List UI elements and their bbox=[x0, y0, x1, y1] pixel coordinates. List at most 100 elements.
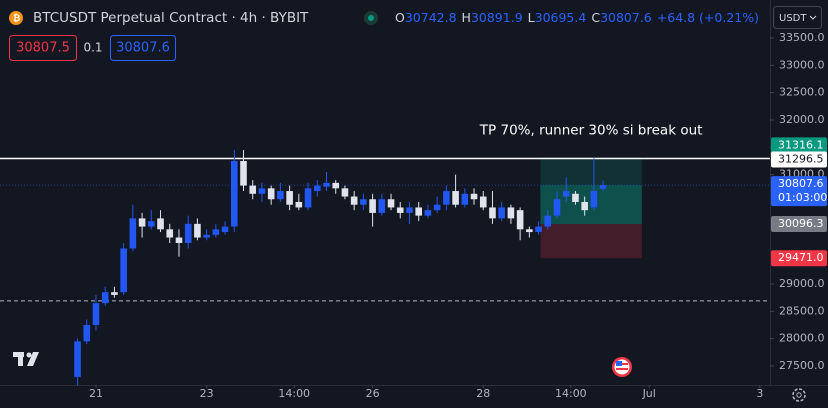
order-quantity[interactable]: 0.1 bbox=[83, 41, 102, 55]
candle-body bbox=[304, 188, 312, 208]
sell-button[interactable] bbox=[9, 35, 77, 61]
candle-body bbox=[221, 226, 229, 233]
candle-body bbox=[387, 199, 395, 208]
ohlc-letter: H bbox=[462, 10, 471, 25]
candle-body bbox=[581, 201, 588, 211]
y-tick-label: 28500.0 bbox=[779, 304, 825, 317]
currency-select[interactable] bbox=[773, 6, 822, 29]
candle-body bbox=[258, 188, 266, 194]
candle-body bbox=[92, 303, 100, 325]
currency-label[interactable]: USDT bbox=[779, 13, 807, 24]
last-price-tag: 30807.6 bbox=[778, 177, 824, 190]
candle-body bbox=[101, 292, 109, 304]
flag-stripe bbox=[616, 368, 628, 370]
entry-tag-bg bbox=[771, 216, 827, 233]
buy-button[interactable] bbox=[110, 35, 176, 61]
candle-body bbox=[249, 185, 257, 194]
gear-hub bbox=[796, 392, 802, 398]
candle-body bbox=[590, 191, 598, 208]
ohlc-value: 30891.9 bbox=[471, 10, 523, 25]
candle-body bbox=[267, 188, 275, 200]
x-tick-label: 26 bbox=[366, 387, 380, 400]
bid-price[interactable]: 30807.5 bbox=[16, 41, 70, 56]
candle-body bbox=[83, 324, 91, 342]
candle-body bbox=[461, 193, 469, 205]
candle-body bbox=[378, 199, 386, 213]
candle-body bbox=[507, 207, 515, 219]
candle-body bbox=[341, 188, 349, 197]
y-tick-label: 32500.0 bbox=[779, 86, 825, 99]
ohlc-letter: L bbox=[528, 10, 535, 25]
x-tick-label: 14:00 bbox=[555, 387, 587, 400]
candle-body bbox=[479, 196, 487, 208]
coin-icon-glyph: ₿ bbox=[13, 13, 20, 24]
candle-body bbox=[230, 160, 238, 227]
last-price-tag-bg bbox=[771, 176, 827, 207]
candle-body bbox=[175, 237, 183, 243]
candle-body bbox=[286, 191, 293, 205]
ohlc-letter: O bbox=[395, 10, 405, 25]
ohlc-letter: C bbox=[591, 10, 600, 25]
candle-body bbox=[332, 182, 340, 189]
status-dot bbox=[368, 15, 374, 21]
y-tick-label: 29000.0 bbox=[779, 277, 825, 290]
logo-part bbox=[27, 352, 39, 366]
candle-body bbox=[157, 218, 164, 230]
candle-body bbox=[74, 341, 81, 377]
ohlc-legend: O30742.8 H30891.9 L30695.4 C30807.6 +64.8 (+… bbox=[395, 10, 759, 25]
countdown: 01:03:00 bbox=[778, 191, 827, 204]
candle-body bbox=[203, 234, 210, 238]
entry-tag: 30096.3 bbox=[778, 217, 824, 230]
candle-body bbox=[111, 292, 118, 295]
candle-body bbox=[452, 191, 459, 205]
candle-body bbox=[433, 204, 441, 211]
ask-price[interactable]: 30807.6 bbox=[116, 41, 170, 56]
candle-body bbox=[323, 182, 330, 187]
gear-teeth bbox=[792, 388, 806, 402]
candle-body bbox=[535, 226, 542, 233]
stop-tag-bg bbox=[771, 250, 827, 267]
candle-body bbox=[424, 210, 432, 216]
candle-body bbox=[184, 223, 192, 243]
candle-body bbox=[166, 229, 174, 238]
y-tick-label: 27500.0 bbox=[779, 359, 825, 372]
ohlc-value: 30695.4 bbox=[535, 10, 587, 25]
annotation: TP 70%, runner 30% si break out bbox=[479, 122, 703, 138]
coin-icon bbox=[9, 11, 23, 25]
line-tag-bg bbox=[771, 151, 827, 168]
overlay: ₿ BTCUSDT Perpetual Contract · 4h · BYBI… bbox=[9, 6, 822, 402]
logo-part bbox=[26, 352, 32, 358]
y-tick-label: 33500.0 bbox=[779, 31, 825, 44]
symbol-title: BTCUSDT Perpetual Contract · 4h · BYBIT bbox=[33, 10, 309, 26]
x-tick-label: Jul bbox=[642, 387, 656, 400]
candle-body bbox=[350, 196, 358, 205]
candle-body bbox=[369, 199, 376, 213]
stop-tag: 29471.0 bbox=[778, 251, 824, 264]
candle-body bbox=[194, 223, 201, 238]
candle-body bbox=[544, 215, 552, 227]
line-tag: 31296.5 bbox=[778, 152, 824, 165]
candle-body bbox=[489, 207, 496, 219]
event-flag[interactable] bbox=[612, 357, 632, 377]
ohlc-change: +64.8 (+0.21%) bbox=[657, 10, 759, 25]
candle-body bbox=[572, 193, 579, 202]
candle-body bbox=[526, 229, 533, 233]
candle-body bbox=[562, 191, 570, 197]
candle-body bbox=[313, 185, 321, 192]
settings-gear[interactable] bbox=[792, 388, 806, 402]
x-tick-label: 14:00 bbox=[278, 387, 310, 400]
stop-zone bbox=[540, 224, 642, 259]
tv-logo[interactable] bbox=[13, 352, 39, 366]
dropdown-arrow bbox=[809, 15, 817, 20]
x-tick-label: 3 bbox=[756, 387, 763, 400]
candle-body bbox=[396, 207, 404, 213]
y-tick-label: 28000.0 bbox=[779, 332, 825, 345]
candle-body bbox=[129, 218, 137, 249]
candle-body bbox=[212, 229, 220, 235]
candle-body bbox=[406, 207, 413, 213]
x-tick-label: 21 bbox=[89, 387, 103, 400]
logo-part bbox=[18, 352, 23, 366]
